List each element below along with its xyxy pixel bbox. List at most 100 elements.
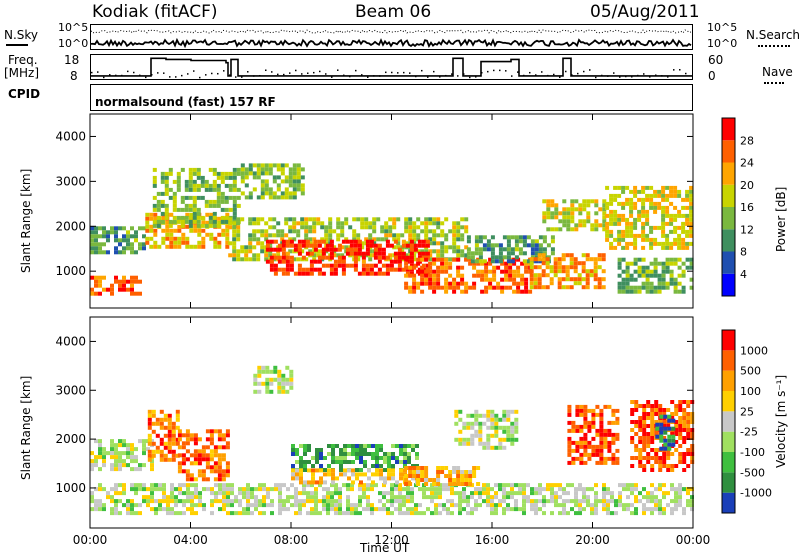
heatmap-cell bbox=[681, 197, 686, 202]
heatmap-cell bbox=[625, 185, 630, 190]
heatmap-cell bbox=[353, 239, 358, 244]
heatmap-cell bbox=[232, 171, 237, 176]
heatmap-cell bbox=[277, 385, 282, 390]
heatmap-cell bbox=[579, 460, 584, 465]
nave-dot bbox=[415, 75, 417, 78]
nave-dot bbox=[529, 71, 531, 74]
heatmap-cell bbox=[324, 225, 329, 230]
heatmap-cell bbox=[662, 460, 667, 464]
heatmap-cell bbox=[147, 449, 152, 454]
heatmap-cell bbox=[653, 265, 658, 270]
heatmap-cell bbox=[462, 421, 467, 426]
heatmap-cell bbox=[256, 241, 261, 246]
heatmap-cell bbox=[307, 468, 311, 473]
heatmap-cell bbox=[130, 459, 134, 464]
heatmap-cell bbox=[634, 499, 638, 504]
heatmap-cell bbox=[292, 237, 297, 242]
heatmap-cell bbox=[448, 482, 453, 486]
heatmap-cell bbox=[221, 437, 226, 442]
heatmap-cell bbox=[220, 179, 225, 184]
heatmap-cell bbox=[682, 487, 686, 492]
heatmap-cell bbox=[334, 507, 338, 512]
heatmap-cell bbox=[571, 424, 576, 429]
heatmap-cell bbox=[685, 189, 690, 194]
heatmap-cell bbox=[510, 491, 514, 496]
heatmap-cell bbox=[387, 452, 391, 456]
nsearch-line bbox=[91, 29, 692, 34]
heatmap-cell bbox=[176, 183, 181, 188]
heatmap-cell bbox=[678, 428, 683, 432]
heatmap-cell bbox=[188, 179, 193, 184]
heatmap-cell bbox=[250, 495, 254, 500]
heatmap-cell bbox=[646, 416, 651, 420]
heatmap-cell bbox=[248, 221, 253, 226]
heatmap-cell bbox=[343, 452, 347, 456]
heatmap-cell bbox=[152, 223, 157, 228]
heatmap-cell bbox=[296, 167, 301, 172]
heatmap-cell bbox=[470, 433, 475, 438]
heatmap-cell bbox=[366, 503, 370, 508]
heatmap-cell bbox=[205, 232, 210, 237]
heatmap-cell bbox=[416, 261, 421, 266]
heatmap-cell bbox=[424, 482, 429, 486]
nave-dot bbox=[301, 73, 303, 75]
heatmap-cell bbox=[156, 203, 161, 208]
heatmap-cell bbox=[196, 167, 201, 172]
heatmap-cell bbox=[374, 483, 378, 488]
heatmap-cell bbox=[510, 235, 515, 240]
heatmap-cell bbox=[586, 499, 590, 504]
heatmap-cell bbox=[613, 217, 618, 222]
colorbar-segment bbox=[722, 391, 735, 412]
heatmap-cell bbox=[466, 247, 471, 252]
heatmap-cell bbox=[291, 452, 295, 456]
heatmap-cell bbox=[300, 187, 305, 192]
heatmap-cell bbox=[311, 480, 315, 485]
heatmap-cell bbox=[430, 511, 434, 516]
heatmap-cell bbox=[686, 452, 691, 456]
heatmap-cell bbox=[478, 425, 483, 430]
heatmap-cell bbox=[587, 408, 592, 413]
heatmap-cell bbox=[399, 460, 403, 464]
heatmap-cell bbox=[355, 456, 359, 460]
heatmap-cell bbox=[609, 229, 614, 234]
heatmap-cell bbox=[597, 253, 602, 258]
heatmap-cell bbox=[329, 263, 334, 268]
heatmap-cell bbox=[602, 491, 606, 496]
heatmap-cell bbox=[438, 511, 442, 516]
heatmap-cell bbox=[558, 487, 562, 492]
heatmap-cell bbox=[685, 193, 690, 198]
heatmap-cell bbox=[545, 257, 550, 262]
heatmap-cell bbox=[406, 487, 410, 492]
heatmap-cell bbox=[181, 461, 186, 466]
heatmap-cell bbox=[164, 207, 169, 212]
heatmap-cell bbox=[184, 219, 189, 224]
heatmap-cell bbox=[164, 191, 169, 196]
heatmap-cell bbox=[633, 269, 638, 274]
heatmap-cell bbox=[316, 217, 321, 222]
heatmap-cell bbox=[641, 257, 646, 262]
heatmap-cell bbox=[663, 446, 668, 451]
heatmap-cell bbox=[456, 253, 461, 258]
heatmap-cell bbox=[432, 277, 437, 282]
heatmap-cell bbox=[300, 225, 305, 230]
heatmap-cell bbox=[678, 420, 683, 424]
heatmap-cell bbox=[460, 478, 465, 482]
heatmap-cell bbox=[328, 237, 333, 242]
heatmap-cell bbox=[642, 440, 647, 444]
nave-dot bbox=[271, 71, 273, 73]
heatmap-cell bbox=[300, 175, 305, 180]
heatmap-cell bbox=[494, 511, 498, 516]
heatmap-cell bbox=[653, 201, 658, 206]
heatmap-cell bbox=[90, 291, 94, 296]
heatmap-cell bbox=[661, 265, 666, 270]
heatmap-cell bbox=[252, 237, 257, 242]
colorbar-segment bbox=[722, 251, 735, 274]
heatmap-cell bbox=[670, 507, 674, 512]
heatmap-cell bbox=[642, 428, 647, 432]
heatmap-cell bbox=[671, 438, 676, 443]
heatmap-cell bbox=[270, 487, 274, 492]
heatmap-cell bbox=[197, 449, 202, 454]
heatmap-cell bbox=[514, 421, 519, 426]
heatmap-cell bbox=[200, 175, 205, 180]
heatmap-cell bbox=[607, 428, 612, 433]
